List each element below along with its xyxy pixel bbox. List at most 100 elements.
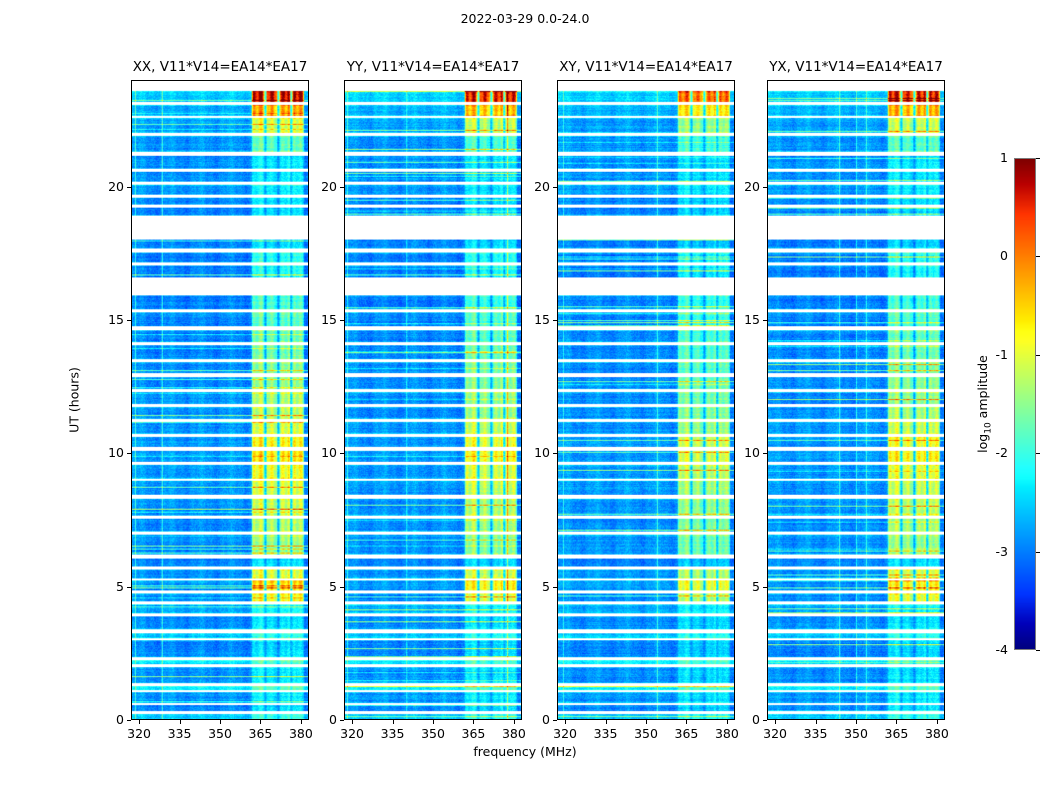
y-tick-mark bbox=[340, 320, 344, 321]
y-tick-label: 15 bbox=[744, 312, 760, 327]
y-tick-label: 0 bbox=[752, 712, 760, 727]
y-tick-label: 0 bbox=[542, 712, 550, 727]
y-tick-mark bbox=[763, 320, 767, 321]
x-tick-mark bbox=[937, 720, 938, 724]
colorbar-tick-label: -3 bbox=[995, 543, 1008, 559]
colorbar-tick-label: 0 bbox=[1000, 248, 1008, 264]
panel-title-yx: YX, V11*V14=EA14*EA17 bbox=[769, 59, 943, 75]
x-tick-label: 335 bbox=[167, 726, 192, 741]
x-tick-label: 365 bbox=[248, 726, 273, 741]
y-tick-mark bbox=[553, 187, 557, 188]
waterfall-image-xy bbox=[558, 81, 734, 719]
waterfall-image-yx bbox=[768, 81, 944, 719]
x-tick-mark bbox=[775, 720, 776, 724]
x-tick-mark bbox=[393, 720, 394, 724]
y-tick-label: 5 bbox=[329, 578, 337, 594]
y-tick-mark bbox=[763, 187, 767, 188]
waterfall-image-yy bbox=[345, 81, 521, 719]
y-tick-label: 10 bbox=[108, 445, 124, 461]
x-tick-label: 365 bbox=[884, 726, 909, 741]
y-tick-mark bbox=[127, 187, 131, 188]
spectrum-panel-yy[interactable] bbox=[344, 80, 522, 720]
y-tick-label: 20 bbox=[534, 178, 550, 194]
colorbar-tick-label: -4 bbox=[995, 642, 1008, 657]
y-tick-label: 10 bbox=[534, 445, 550, 461]
x-tick-mark bbox=[686, 720, 687, 724]
colorbar-tick-label: -1 bbox=[995, 346, 1008, 362]
y-tick-label: 5 bbox=[752, 578, 760, 594]
y-tick-label: 10 bbox=[744, 445, 760, 461]
x-tick-mark bbox=[220, 720, 221, 724]
colorbar-tick-mark bbox=[1036, 552, 1040, 553]
y-tick-mark bbox=[763, 720, 767, 721]
panel-title-yy: YY, V11*V14=EA14*EA17 bbox=[346, 59, 520, 75]
x-tick-label: 350 bbox=[634, 726, 658, 741]
y-tick-mark bbox=[553, 587, 557, 588]
waterfall-image-xx bbox=[132, 81, 308, 719]
y-tick-label: 20 bbox=[321, 178, 337, 194]
y-tick-mark bbox=[763, 587, 767, 588]
y-tick-label: 15 bbox=[321, 312, 337, 327]
y-tick-mark bbox=[763, 453, 767, 454]
y-tick-mark bbox=[340, 187, 344, 188]
x-tick-mark bbox=[301, 720, 302, 724]
x-tick-label: 320 bbox=[553, 726, 577, 741]
x-tick-label: 350 bbox=[421, 726, 445, 741]
x-tick-label: 365 bbox=[674, 726, 699, 741]
y-tick-mark bbox=[127, 453, 131, 454]
y-tick-mark bbox=[553, 720, 557, 721]
y-tick-mark bbox=[553, 320, 557, 321]
x-tick-mark bbox=[646, 720, 647, 724]
x-tick-label: 380 bbox=[288, 726, 313, 741]
colorbar-label-prefix: log bbox=[974, 433, 990, 453]
colorbar-tick-mark bbox=[1036, 355, 1040, 356]
x-tick-mark bbox=[473, 720, 474, 724]
x-tick-label: 335 bbox=[593, 726, 618, 741]
y-tick-mark bbox=[340, 587, 344, 588]
x-tick-mark bbox=[514, 720, 515, 724]
y-tick-mark bbox=[127, 320, 131, 321]
x-tick-mark bbox=[856, 720, 857, 724]
x-tick-mark bbox=[896, 720, 897, 724]
figure-suptitle: 2022-03-29 0.0-24.0 bbox=[460, 11, 590, 26]
y-axis-label: UT (hours) bbox=[66, 367, 82, 433]
x-tick-label: 320 bbox=[127, 726, 151, 741]
spectrum-panel-xy[interactable] bbox=[557, 80, 735, 720]
x-tick-mark bbox=[260, 720, 261, 724]
colorbar[interactable] bbox=[1014, 158, 1036, 650]
x-tick-mark bbox=[352, 720, 353, 724]
colorbar-tick-mark bbox=[1036, 453, 1040, 454]
x-tick-label: 335 bbox=[803, 726, 828, 741]
y-tick-label: 5 bbox=[542, 578, 550, 594]
y-tick-label: 15 bbox=[534, 312, 550, 327]
x-tick-label: 380 bbox=[501, 726, 526, 741]
y-tick-label: 15 bbox=[108, 312, 124, 327]
colorbar-tick-mark bbox=[1036, 256, 1040, 257]
colorbar-tick-label: -2 bbox=[995, 445, 1008, 461]
y-tick-label: 0 bbox=[116, 712, 124, 727]
spectrum-panel-xx[interactable] bbox=[131, 80, 309, 720]
colorbar-label: log10 amplitude bbox=[975, 355, 994, 453]
colorbar-tick-label: 1 bbox=[1000, 150, 1008, 165]
panel-title-xx: XX, V11*V14=EA14*EA17 bbox=[132, 59, 308, 75]
colorbar-tick-mark bbox=[1036, 650, 1040, 651]
x-tick-label: 320 bbox=[763, 726, 787, 741]
y-tick-label: 20 bbox=[744, 178, 760, 194]
y-tick-label: 20 bbox=[108, 178, 124, 194]
y-tick-mark bbox=[340, 453, 344, 454]
y-tick-mark bbox=[340, 720, 344, 721]
panel-title-xy: XY, V11*V14=EA14*EA17 bbox=[559, 59, 733, 75]
y-tick-label: 5 bbox=[116, 578, 124, 594]
x-tick-label: 350 bbox=[844, 726, 868, 741]
x-tick-mark bbox=[606, 720, 607, 724]
x-tick-label: 350 bbox=[208, 726, 232, 741]
x-tick-mark bbox=[727, 720, 728, 724]
x-tick-mark bbox=[180, 720, 181, 724]
x-tick-label: 380 bbox=[714, 726, 739, 741]
colorbar-label-sub: 10 bbox=[983, 422, 994, 434]
y-tick-label: 10 bbox=[321, 445, 337, 461]
x-tick-mark bbox=[816, 720, 817, 724]
x-tick-label: 365 bbox=[461, 726, 486, 741]
spectrum-panel-yx[interactable] bbox=[767, 80, 945, 720]
